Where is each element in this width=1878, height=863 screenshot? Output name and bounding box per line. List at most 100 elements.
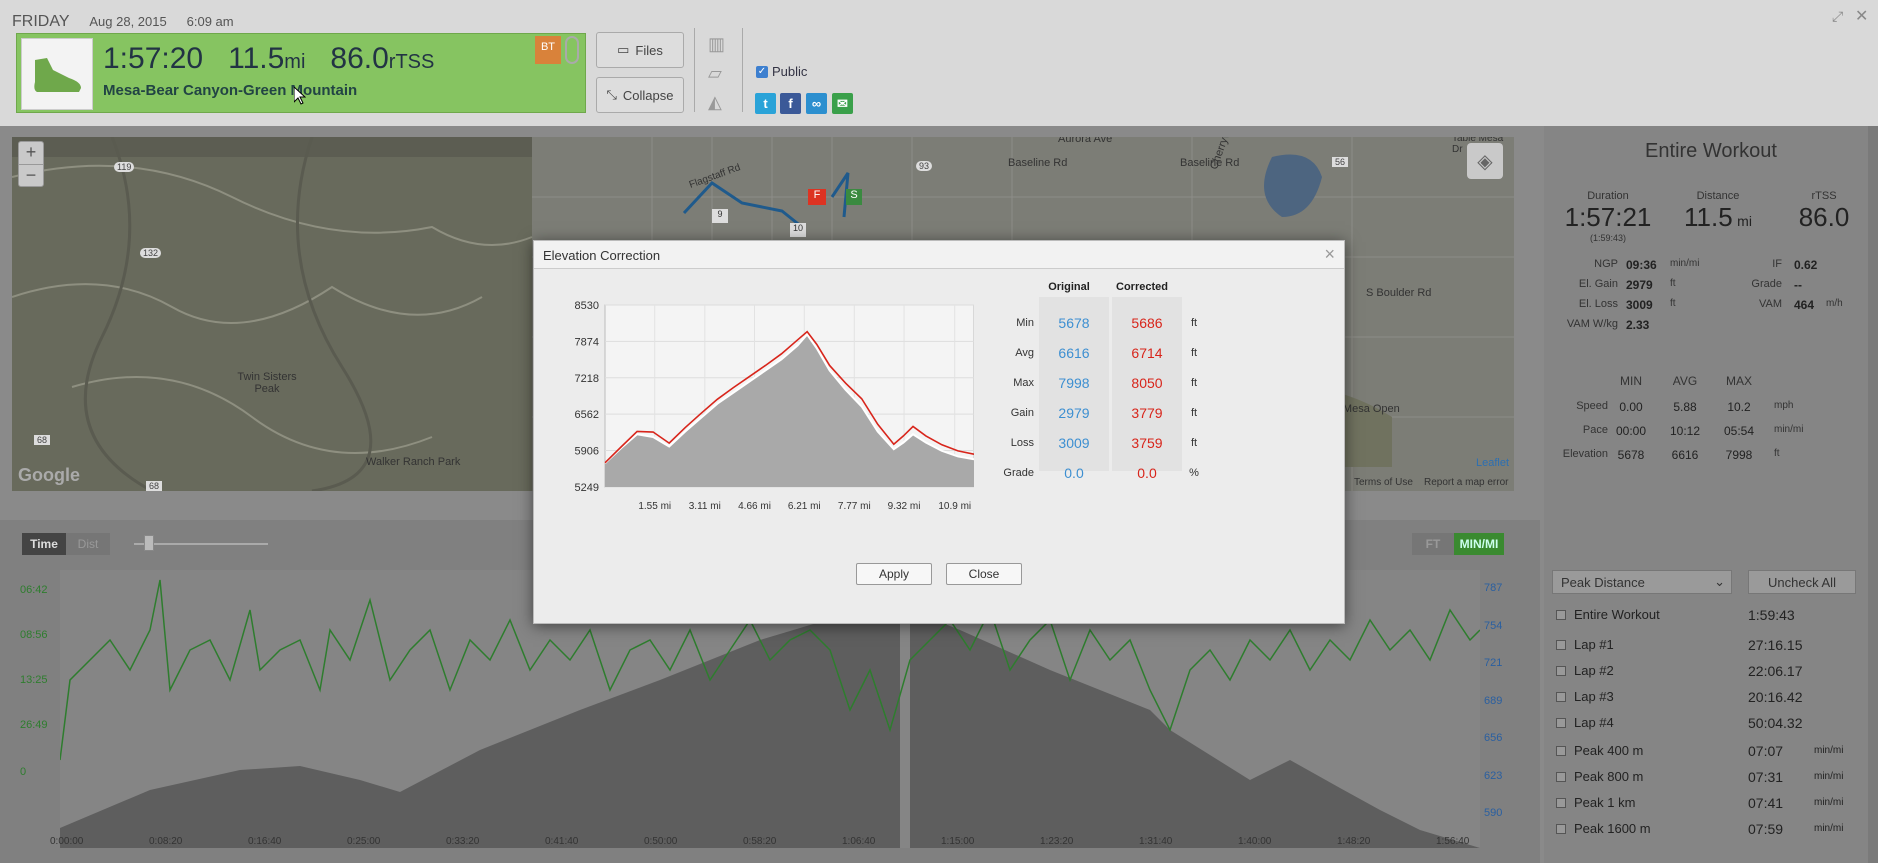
mouse-cursor-icon [293, 85, 307, 110]
workout-date: Aug 28, 2015 [89, 14, 167, 29]
workout-summary-panel[interactable]: 1:57:20 11.5mi 86.0rTSS Mesa-Bear Canyon… [16, 33, 586, 113]
graph-y2-tick: 754 [1484, 619, 1503, 632]
workout-header: FRIDAY Aug 28, 2015 6:09 am 1:57:20 11.5… [0, 0, 1878, 126]
lap-value: 27:16.15 [1748, 637, 1803, 653]
facebook-icon[interactable]: f [780, 93, 801, 114]
graph-x-tick: 1:40:00 [1238, 836, 1272, 847]
x-tick-label: 10.9 mi [938, 501, 971, 512]
link-icon[interactable]: ∞ [806, 93, 827, 114]
ft-toggle[interactable]: FT [1412, 533, 1454, 555]
lap-value: 07:59 [1748, 821, 1784, 837]
road-badge: 68 [34, 435, 51, 445]
lap-row[interactable]: Peak 800 m 07:31 min/mi [1552, 764, 1872, 790]
summary-duration: Duration 1:57:21 (1:59:43) [1558, 190, 1658, 243]
metric-row: NGP 09:36 min/mi IF 0.62 [1544, 258, 1878, 278]
minmax-unit: min/mi [1774, 424, 1804, 435]
collapse-button[interactable]: ⤡ Collapse [596, 77, 684, 113]
lap-row[interactable]: Peak 1600 m 07:59 min/mi [1552, 816, 1872, 842]
minmax-avg: 10:12 [1669, 424, 1701, 438]
lap-checkbox[interactable] [1556, 746, 1566, 756]
line-chart-icon[interactable]: ◭ [708, 92, 722, 112]
row-label: Avg [1015, 347, 1034, 359]
zoom-slider-handle[interactable] [144, 535, 154, 551]
leaflet-link[interactable]: Leaflet [1476, 457, 1510, 469]
workout-title[interactable]: Mesa-Bear Canyon-Green Mountain [103, 82, 358, 99]
minmax-label: Speed [1576, 400, 1608, 412]
files-button[interactable]: ▭ Files [596, 32, 684, 68]
zoom-slider-track[interactable] [134, 543, 268, 545]
y-tick-label: 7218 [575, 373, 599, 385]
close-button[interactable]: Close [946, 563, 1022, 585]
lap-row[interactable]: Lap #1 27:16.15 [1552, 632, 1872, 658]
lap-checkbox[interactable] [1556, 798, 1566, 808]
email-icon[interactable]: ✉ [832, 93, 853, 114]
distance-value: 11.5 [1684, 202, 1733, 232]
close-icon[interactable]: ✕ [1855, 8, 1869, 25]
report-link[interactable]: Report a map error [1424, 477, 1509, 488]
original-value: 5678 [1058, 315, 1090, 331]
x-tick-label: 1.55 mi [638, 501, 671, 512]
dist-toggle[interactable]: Dist [66, 533, 110, 555]
twitter-icon[interactable]: t [755, 93, 776, 114]
minmax-header: MIN [1620, 374, 1642, 388]
close-icon[interactable]: × [1324, 244, 1335, 264]
start-marker[interactable]: S [846, 189, 862, 205]
lap-checkbox[interactable] [1556, 824, 1566, 834]
lap-row[interactable]: Peak 1 km 07:41 min/mi [1552, 790, 1872, 816]
graph-y2-tick: 656 [1484, 732, 1503, 744]
terms-link[interactable]: Terms of Use [1354, 477, 1413, 488]
corrected-value: 5686 [1131, 315, 1163, 331]
comment-icon[interactable]: ▱ [708, 63, 722, 83]
metric-label: El. Gain [1578, 278, 1618, 290]
minmi-toggle[interactable]: MIN/MI [1454, 533, 1504, 555]
scrollbar[interactable] [1868, 126, 1878, 863]
layers-icon[interactable]: ◈ [1467, 143, 1503, 179]
metric-label: El. Loss [1578, 298, 1618, 310]
expand-icon[interactable]: ⤢ [1832, 8, 1844, 24]
graph-y-tick: 06:42 [20, 584, 48, 596]
lap-row[interactable]: Entire Workout 1:59:43 [1552, 602, 1872, 628]
lap-unit: min/mi [1814, 823, 1844, 834]
time-toggle[interactable]: Time [22, 533, 66, 555]
lap-checkbox[interactable] [1556, 640, 1566, 650]
header-duration: 1:57:20 [103, 42, 204, 75]
lap-checkbox[interactable] [1556, 610, 1566, 620]
apply-button[interactable]: Apply [856, 563, 932, 585]
finish-marker[interactable]: F [808, 189, 826, 205]
lap-name: Peak 800 m [1574, 769, 1644, 784]
original-value: 6616 [1058, 345, 1090, 361]
zoom-out-button[interactable]: − [19, 164, 43, 186]
lap-marker[interactable]: 10 [790, 223, 806, 237]
lap-checkbox[interactable] [1556, 666, 1566, 676]
map-label: Twin Sisters Peak [237, 371, 297, 395]
zoom-in-button[interactable]: + [25, 142, 37, 162]
lap-row[interactable]: Peak 400 m 07:07 min/mi [1552, 738, 1872, 764]
minmax-label: Pace [1582, 424, 1608, 436]
minmax-min: 0.00 [1619, 400, 1643, 414]
lap-checkbox[interactable] [1556, 772, 1566, 782]
uncheck-all-button[interactable]: Uncheck All [1748, 570, 1856, 594]
graph-y-tick: 0 [20, 766, 27, 778]
lap-marker[interactable]: 9 [712, 209, 728, 223]
public-checkbox[interactable]: ✓ [756, 65, 768, 78]
summary-title: Entire Workout [1645, 140, 1777, 162]
minmax-avg: 5.88 [1673, 400, 1697, 414]
lap-row[interactable]: Lap #2 22:06.17 [1552, 658, 1872, 684]
col-corrected-header: Corrected [1116, 281, 1168, 293]
lap-row[interactable]: Lap #3 20:16.42 [1552, 684, 1872, 710]
road-badge: 132 [140, 248, 162, 258]
lap-checkbox[interactable] [1556, 692, 1566, 702]
bar-chart-icon[interactable]: ▥ [708, 34, 726, 54]
public-toggle[interactable]: ✓ Public [756, 64, 807, 79]
graph-x-tick: 1:48:20 [1337, 836, 1371, 847]
lap-filter-select[interactable]: Peak Distance ⌄ [1552, 570, 1732, 594]
minmax-max: 05:54 [1723, 424, 1755, 438]
metric-label: NGP [1594, 258, 1618, 270]
lap-row[interactable]: Lap #4 50:04.32 [1552, 710, 1872, 736]
graph-x-tick: 0:16:40 [248, 836, 282, 847]
corrected-value: 3759 [1131, 435, 1163, 451]
lap-checkbox[interactable] [1556, 718, 1566, 728]
corrected-column-bg [1112, 297, 1182, 471]
road-badge: 119 [114, 162, 135, 172]
metric-row: VAM W/kg 2.33 [1544, 318, 1878, 338]
